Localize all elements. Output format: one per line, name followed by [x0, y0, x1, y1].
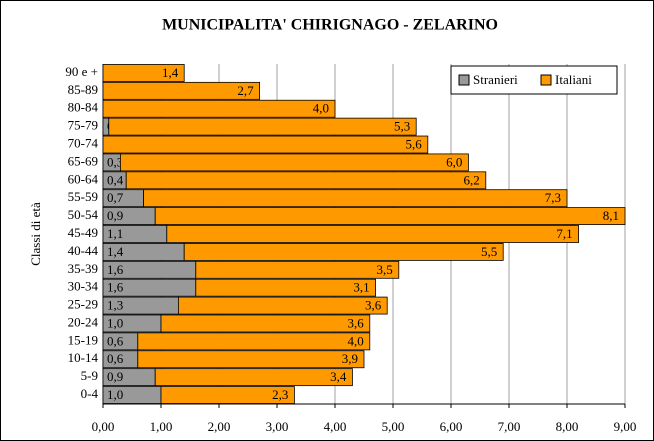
- data-label: 1,1: [107, 226, 123, 241]
- y-tick-label: 10-14: [68, 350, 99, 365]
- data-label: 2,7: [237, 83, 254, 98]
- legend-swatch: [540, 74, 552, 86]
- bar: [137, 332, 371, 351]
- legend-label: Italiani: [555, 72, 592, 87]
- bar: [183, 242, 504, 261]
- y-tick-label: 75-79: [68, 118, 98, 133]
- data-label: 3,4: [330, 369, 347, 384]
- legend-swatch: [458, 74, 470, 86]
- y-tick-label: 50-54: [68, 207, 99, 222]
- legend-label: Stranieri: [473, 72, 518, 87]
- data-label: 6,2: [464, 172, 480, 187]
- x-tick-label: 6,00: [440, 419, 463, 434]
- bar: [108, 117, 417, 136]
- bar: [102, 99, 336, 118]
- data-label: 1,6: [107, 280, 124, 295]
- bar: [166, 225, 579, 243]
- data-label: 5,6: [406, 137, 423, 152]
- data-label: 0,4: [107, 172, 124, 187]
- data-label: 3,6: [348, 315, 365, 330]
- y-tick-label: 55-59: [68, 189, 98, 204]
- data-label: 2,3: [272, 387, 288, 402]
- data-label: 5,3: [394, 119, 410, 134]
- data-label: 1,3: [107, 298, 123, 313]
- x-tick-label: 3,00: [266, 419, 289, 434]
- bar: [195, 278, 377, 297]
- data-label: 7,1: [556, 226, 572, 241]
- data-label: 0,3: [107, 154, 123, 169]
- data-label: 1,0: [107, 387, 123, 402]
- x-tick-label: 7,00: [498, 419, 521, 434]
- bar: [120, 153, 469, 172]
- bar: [160, 314, 371, 333]
- data-label: 4,0: [348, 333, 364, 348]
- x-tick-label: 4,00: [324, 419, 347, 434]
- data-label: 3,5: [377, 262, 393, 277]
- y-tick-label: 0-4: [81, 386, 99, 401]
- data-label: 0,6: [107, 333, 124, 348]
- y-tick-label: 15-19: [68, 332, 98, 347]
- y-tick-label: 5-9: [81, 368, 98, 383]
- data-label: 1,4: [162, 65, 179, 80]
- y-tick-label: 25-29: [68, 297, 98, 312]
- y-tick-label: 70-74: [68, 136, 99, 151]
- data-label: 6,0: [446, 154, 462, 169]
- bar: [177, 296, 388, 315]
- x-tick-label: 2,00: [208, 419, 231, 434]
- data-label: 0,7: [107, 190, 124, 205]
- data-label: 1,0: [107, 315, 123, 330]
- y-tick-label: 35-39: [68, 261, 98, 276]
- legend-box: [450, 65, 618, 95]
- bar: [195, 260, 400, 279]
- bar: [125, 171, 487, 190]
- data-label: 4,0: [313, 101, 329, 116]
- data-label: 3,1: [353, 280, 369, 295]
- x-tick-label: 5,00: [382, 419, 405, 434]
- bar: [154, 207, 626, 226]
- bar: [154, 368, 353, 387]
- bar: [102, 81, 261, 100]
- bar: [137, 350, 365, 369]
- x-tick-label: 9,00: [614, 419, 637, 434]
- x-tick-label: 8,00: [556, 419, 579, 434]
- bar: [143, 189, 568, 208]
- bar: [102, 64, 185, 82]
- x-tick-label: 1,00: [150, 419, 173, 434]
- y-tick-label: 45-49: [68, 225, 98, 240]
- y-tick-label: 20-24: [68, 314, 99, 329]
- data-label: 3,6: [365, 298, 382, 313]
- y-tick-label: 85-89: [68, 82, 98, 97]
- chart-title: MUNICIPALITA' CHIRIGNAGO - ZELARINO: [162, 17, 498, 34]
- data-label: 5,5: [481, 244, 497, 259]
- data-label: 0,9: [107, 208, 123, 223]
- data-label: 1,4: [107, 244, 124, 259]
- y-axis-label: Classi di età: [28, 202, 43, 266]
- data-label: 1,6: [107, 262, 124, 277]
- data-label: 0,9: [107, 369, 123, 384]
- y-tick-label: 40-44: [68, 243, 99, 258]
- bar: [160, 386, 295, 404]
- data-label: 3,9: [342, 351, 358, 366]
- bar: [102, 135, 429, 154]
- y-tick-label: 80-84: [68, 100, 99, 115]
- y-tick-label: 60-64: [68, 171, 99, 186]
- data-label: 0,6: [107, 351, 124, 366]
- data-label: 8,1: [603, 208, 619, 223]
- x-tick-label: 0,00: [92, 419, 115, 434]
- y-tick-label: 90 e +: [65, 64, 98, 79]
- data-label: 7,3: [545, 190, 561, 205]
- y-tick-label: 30-34: [68, 279, 99, 294]
- y-tick-label: 65-69: [68, 153, 98, 168]
